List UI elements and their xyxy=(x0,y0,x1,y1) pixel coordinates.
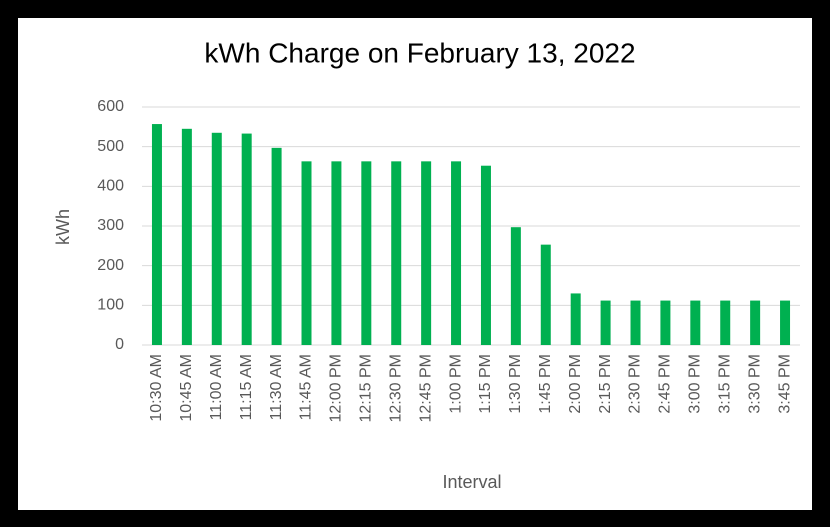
bar xyxy=(570,293,581,345)
bar xyxy=(241,133,252,345)
bar xyxy=(540,244,551,345)
chart-area xyxy=(18,18,812,510)
bar xyxy=(780,300,791,345)
x-tick-label: 2:30 PM xyxy=(627,354,644,414)
x-tick-label: 1:15 PM xyxy=(477,354,494,414)
bar xyxy=(331,161,342,345)
y-tick-label: 400 xyxy=(97,178,124,195)
bar xyxy=(271,147,282,345)
x-tick-label: 10:45 AM xyxy=(178,354,195,422)
x-tick-label: 3:15 PM xyxy=(716,354,733,414)
bar xyxy=(211,132,222,345)
y-tick-label: 300 xyxy=(97,217,124,234)
y-tick-label: 100 xyxy=(97,297,124,314)
x-tick-label: 10:30 AM xyxy=(148,354,165,422)
bar xyxy=(480,165,491,345)
x-tick-label: 1:00 PM xyxy=(447,354,464,414)
x-tick-label: 12:30 PM xyxy=(387,354,404,422)
bar xyxy=(361,161,372,345)
x-tick-label: 1:45 PM xyxy=(537,354,554,414)
bar xyxy=(181,128,192,345)
bar xyxy=(301,161,312,345)
x-tick-label: 11:45 AM xyxy=(298,354,315,420)
x-tick-label: 3:00 PM xyxy=(687,354,704,414)
y-axis-title: kWh xyxy=(53,209,73,245)
x-tick-label: 1:30 PM xyxy=(507,354,524,414)
y-tick-label: 600 xyxy=(97,98,124,115)
y-tick-label: 200 xyxy=(97,257,124,274)
x-tick-label: 2:45 PM xyxy=(657,354,674,414)
y-tick-label: 500 xyxy=(97,138,124,155)
x-tick-label: 11:15 AM xyxy=(238,354,255,420)
x-tick-label: 3:30 PM xyxy=(746,354,763,414)
x-tick-label: 2:15 PM xyxy=(597,354,614,414)
x-tick-label: 12:45 PM xyxy=(417,354,434,422)
x-tick-label: 2:00 PM xyxy=(567,354,584,414)
chart-title: kWh Charge on February 13, 2022 xyxy=(204,37,635,68)
bar xyxy=(391,161,402,345)
bar xyxy=(660,300,671,345)
bar xyxy=(600,300,611,345)
x-axis-title: Interval xyxy=(442,472,501,492)
bar xyxy=(151,124,162,345)
bar xyxy=(720,300,731,345)
bar xyxy=(451,161,462,345)
bar xyxy=(630,300,641,345)
bar xyxy=(750,300,761,345)
x-tick-label: 11:00 AM xyxy=(208,354,225,420)
x-tick-label: 12:15 PM xyxy=(358,354,375,422)
bar xyxy=(421,161,432,345)
bar xyxy=(510,227,521,345)
x-tick-label: 11:30 AM xyxy=(268,354,285,420)
y-tick-label: 0 xyxy=(115,336,124,353)
x-tick-label: 12:00 PM xyxy=(328,354,345,422)
x-tick-label: 3:45 PM xyxy=(776,354,793,414)
bar xyxy=(690,300,701,345)
